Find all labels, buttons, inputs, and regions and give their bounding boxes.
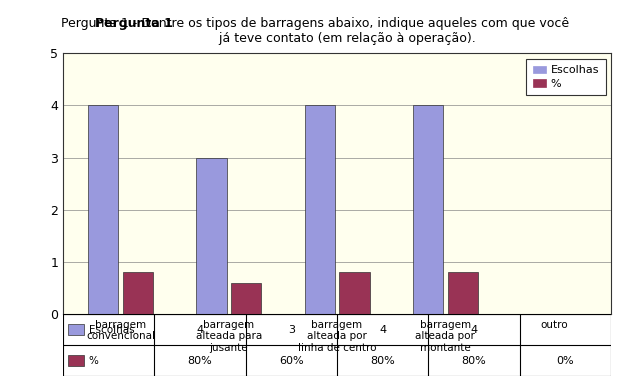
- Text: 80%: 80%: [188, 356, 212, 366]
- Bar: [88, 105, 118, 314]
- Bar: [123, 272, 153, 314]
- Text: 60%: 60%: [279, 356, 304, 366]
- Text: Escolhas: Escolhas: [89, 325, 134, 335]
- Text: 3: 3: [288, 325, 295, 335]
- Bar: [447, 272, 478, 314]
- Text: 4: 4: [197, 325, 203, 335]
- Text: 4: 4: [379, 325, 386, 335]
- Text: 80%: 80%: [370, 356, 395, 366]
- Bar: [339, 272, 370, 314]
- Text: 0%: 0%: [557, 356, 574, 366]
- Bar: [196, 158, 227, 314]
- Text: %: %: [89, 356, 98, 366]
- Text: Pergunta 1 - Dentre os tipos de barragens abaixo, indique aqueles com que você
 : Pergunta 1 - Dentre os tipos de barragen…: [61, 17, 569, 45]
- Legend: Escolhas, %: Escolhas, %: [526, 59, 605, 95]
- Bar: [413, 105, 443, 314]
- Bar: [231, 283, 261, 314]
- Text: 4: 4: [471, 325, 478, 335]
- Bar: [304, 105, 335, 314]
- Text: Pergunta 1: Pergunta 1: [95, 17, 173, 30]
- Bar: [67, 355, 84, 366]
- Bar: [67, 324, 84, 335]
- Text: 80%: 80%: [462, 356, 486, 366]
